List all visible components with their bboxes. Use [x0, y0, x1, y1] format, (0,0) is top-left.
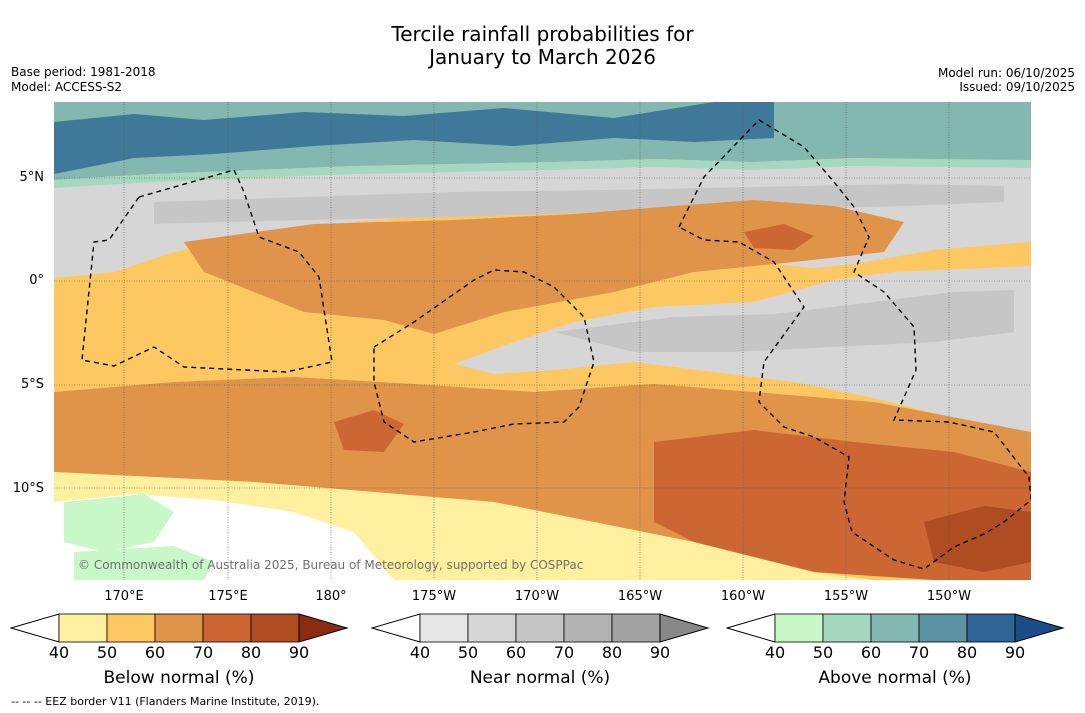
near-tick-40: 40: [409, 643, 431, 662]
eez-border-kiribati-line: [678, 119, 1031, 570]
colorbar-below-lower-arrow: [10, 613, 60, 643]
lon-label-155w: 155°W: [823, 589, 869, 604]
colorbar-near-normal: [371, 613, 710, 643]
colorbar-below-50-60: [106, 613, 156, 643]
below-tick-90: 90: [288, 643, 310, 662]
above-normal-strong: [54, 102, 774, 174]
above-tick-70: 70: [908, 643, 930, 662]
below-tick-50: 50: [96, 643, 118, 662]
lon-label-160w: 160°W: [720, 589, 766, 604]
lat-label-5n: 5°N: [19, 170, 45, 185]
colorbar-below-label: Below normal (%): [103, 668, 255, 688]
colorbar-near-label: Near normal (%): [469, 668, 611, 688]
below-tick-70: 70: [192, 643, 214, 662]
colorbar-above-label: Above normal (%): [818, 668, 972, 688]
lon-label-175w: 175°W: [411, 589, 457, 604]
colorbar-above-upper-arrow: [1014, 613, 1065, 643]
lat-label-0: 0°: [29, 273, 44, 288]
colorbar-near-60-70: [515, 613, 565, 643]
base-period: Base period: 1981-2018: [11, 65, 156, 79]
lon-label-165w: 165°W: [617, 589, 663, 604]
colorbar-below-80-90: [250, 613, 300, 643]
map-title-line1: Tercile rainfall probabilities for: [391, 22, 694, 46]
colorbar-near-50-60: [467, 613, 517, 643]
above-tick-60: 60: [860, 643, 882, 662]
colorbar-above-80-90: [966, 613, 1016, 643]
colorbar-above-normal: [726, 613, 1065, 643]
below-tick-40: 40: [48, 643, 70, 662]
colorbar-below-60-70: [154, 613, 204, 643]
lon-label-180: 180°: [315, 589, 347, 604]
lon-label-150w: 150°W: [926, 589, 972, 604]
colorbar-above-70-80: [918, 613, 968, 643]
lon-label-175e: 175°E: [208, 589, 248, 604]
above-normal-light-southwest: [64, 494, 174, 552]
eez-border-kiribati-gilbert: [81, 169, 333, 373]
colorbar-above-40-50: [774, 613, 824, 643]
above-tick-90: 90: [1004, 643, 1026, 662]
colorbar-above-50-60: [822, 613, 872, 643]
below-tick-60: 60: [144, 643, 166, 662]
below-normal-70-north: [184, 200, 904, 334]
near-tick-90: 90: [649, 643, 671, 662]
map-credit: © Commonwealth of Australia 2025, Bureau…: [78, 558, 584, 572]
below-normal-80-central: [334, 410, 404, 452]
near-tick-70: 70: [553, 643, 575, 662]
below-normal-80-north-patch: [744, 224, 814, 250]
lon-label-170w: 170°W: [514, 589, 560, 604]
colorbar-near-70-80: [563, 613, 613, 643]
colorbar-below-40-50: [58, 613, 108, 643]
eez-border-kiribati-phoenix: [373, 269, 595, 443]
eez-border-legend: -- -- -- EEZ border V11 (Flanders Marine…: [11, 695, 320, 708]
issued-date: Issued: 09/10/2025: [959, 80, 1075, 94]
lat-label-10s: 10°S: [12, 481, 44, 496]
above-normal-light-south: [74, 546, 214, 580]
colorbar-below-70-80: [202, 613, 252, 643]
near-tick-80: 80: [601, 643, 623, 662]
model-name: Model: ACCESS-S2: [11, 80, 123, 94]
colorbar-below-upper-arrow: [298, 613, 349, 643]
near-normal-north-dark: [154, 184, 1004, 224]
colorbar-above-lower-arrow: [726, 613, 776, 643]
colorbar-below-normal: [10, 613, 349, 643]
near-tick-50: 50: [457, 643, 479, 662]
above-tick-80: 80: [956, 643, 978, 662]
colorbar-near-40-50: [419, 613, 469, 643]
above-normal-light-edge: [54, 158, 1031, 188]
above-tick-40: 40: [764, 643, 786, 662]
near-normal-southeast-dark: [554, 290, 1014, 352]
near-tick-60: 60: [505, 643, 527, 662]
lat-label-5s: 5°S: [20, 377, 44, 392]
colorbar-near-80-90: [611, 613, 661, 643]
lon-label-170e: 170°E: [104, 589, 144, 604]
model-run-date: Model run: 06/10/2025: [937, 66, 1075, 80]
above-tick-50: 50: [812, 643, 834, 662]
colorbar-above-60-70: [870, 613, 920, 643]
colorbar-near-upper-arrow: [659, 613, 710, 643]
colorbar-near-lower-arrow: [371, 613, 421, 643]
rainfall-probability-map: [54, 102, 1031, 580]
map-title-line2: January to March 2026: [429, 45, 656, 69]
below-tick-80: 80: [240, 643, 262, 662]
